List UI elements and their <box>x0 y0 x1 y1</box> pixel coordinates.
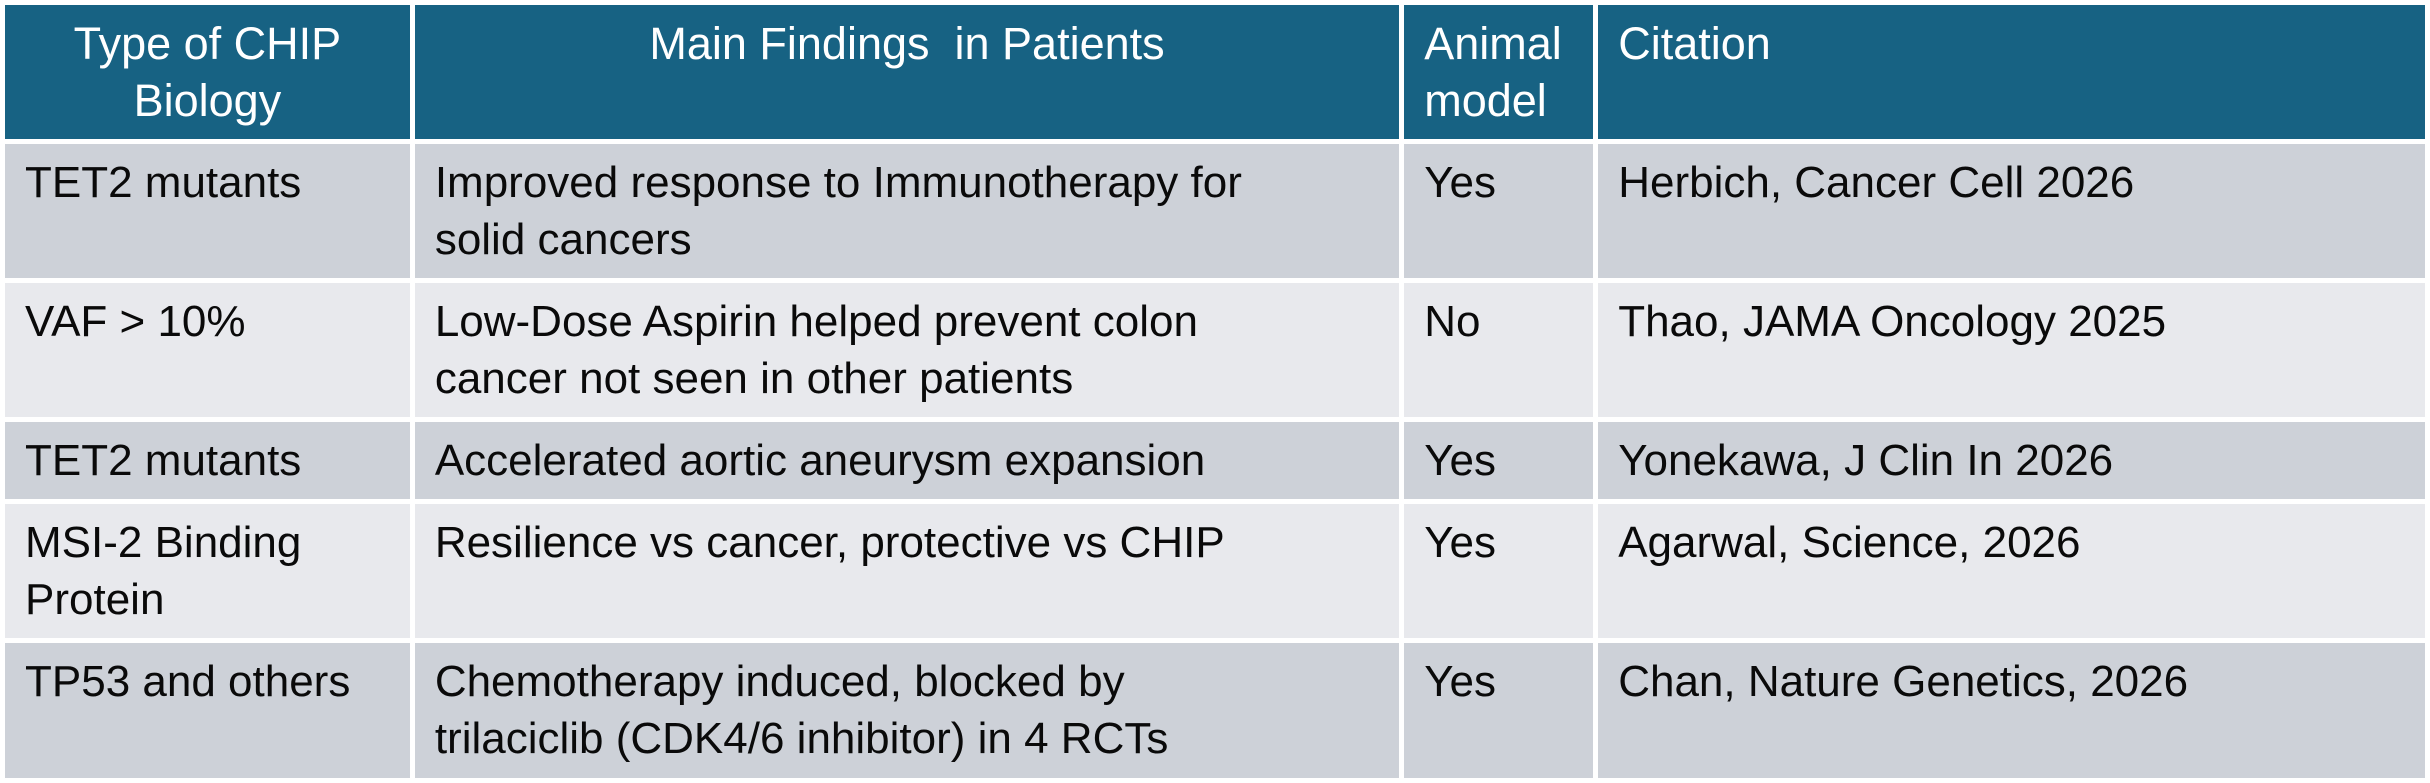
cell-main-finding: Chemotherapy induced, blocked by trilaci… <box>409 638 1405 783</box>
cell-chip-biology-type: MSI-2 Binding Protein <box>0 499 415 643</box>
cell-citation: Herbich, Cancer Cell 2026 <box>1593 139 2430 283</box>
cell-animal-model: Yes <box>1399 417 1599 504</box>
table-row: VAF > 10% Low-Dose Aspirin helped preven… <box>0 278 2430 422</box>
column-header-animal-model: Animal model <box>1399 0 1599 144</box>
table-row: TET2 mutants Accelerated aortic aneurysm… <box>0 417 2430 504</box>
cell-citation: Agarwal, Science, 2026 <box>1593 499 2430 643</box>
cell-chip-biology-type: TET2 mutants <box>0 139 415 283</box>
table-row: TP53 and others Chemotherapy induced, bl… <box>0 638 2430 783</box>
header-row: Type of CHIP Biology Main Findings in Pa… <box>0 0 2430 144</box>
table-header: Type of CHIP Biology Main Findings in Pa… <box>0 0 2430 144</box>
cell-chip-biology-type: TP53 and others <box>0 638 415 783</box>
cell-animal-model: Yes <box>1399 638 1599 783</box>
cell-main-finding: Accelerated aortic aneurysm expansion <box>409 417 1405 504</box>
cell-animal-model: No <box>1399 278 1599 422</box>
cell-main-finding: Improved response to Immunotherapy for s… <box>409 139 1405 283</box>
cell-citation: Chan, Nature Genetics, 2026 <box>1593 638 2430 783</box>
cell-main-finding: Resilience vs cancer, protective vs CHIP <box>409 499 1405 643</box>
column-header-type-of-chip-biology: Type of CHIP Biology <box>0 0 415 144</box>
column-header-citation: Citation <box>1593 0 2430 144</box>
table-body: TET2 mutants Improved response to Immuno… <box>0 139 2430 783</box>
cell-citation: Thao, JAMA Oncology 2025 <box>1593 278 2430 422</box>
cell-main-finding: Low-Dose Aspirin helped prevent colon ca… <box>409 278 1405 422</box>
cell-chip-biology-type: TET2 mutants <box>0 417 415 504</box>
cell-animal-model: Yes <box>1399 139 1599 283</box>
table-row: MSI-2 Binding Protein Resilience vs canc… <box>0 499 2430 643</box>
cell-citation: Yonekawa, J Clin In 2026 <box>1593 417 2430 504</box>
cell-chip-biology-type: VAF > 10% <box>0 278 415 422</box>
table-row: TET2 mutants Improved response to Immuno… <box>0 139 2430 283</box>
cell-animal-model: Yes <box>1399 499 1599 643</box>
column-header-main-findings: Main Findings in Patients <box>409 0 1405 144</box>
